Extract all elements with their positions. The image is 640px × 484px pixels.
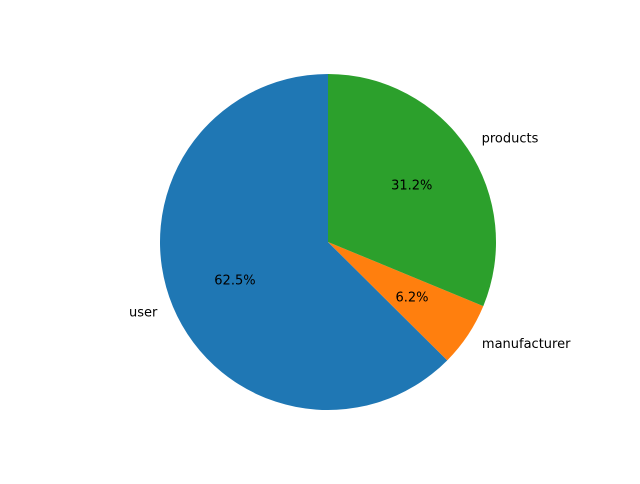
slice-percent-user: 62.5% — [214, 273, 255, 288]
pie-slice-user — [160, 74, 448, 410]
slice-percent-products: 31.2% — [391, 178, 432, 193]
slice-label-manufacturer: manufacturer — [482, 337, 571, 352]
slice-label-user: user — [129, 306, 158, 321]
slice-label-products: products — [482, 132, 539, 147]
slice-percent-manufacturer: 6.2% — [395, 290, 428, 305]
pie-slice-manufacturer — [328, 242, 484, 361]
pie-slice-products — [328, 74, 496, 307]
